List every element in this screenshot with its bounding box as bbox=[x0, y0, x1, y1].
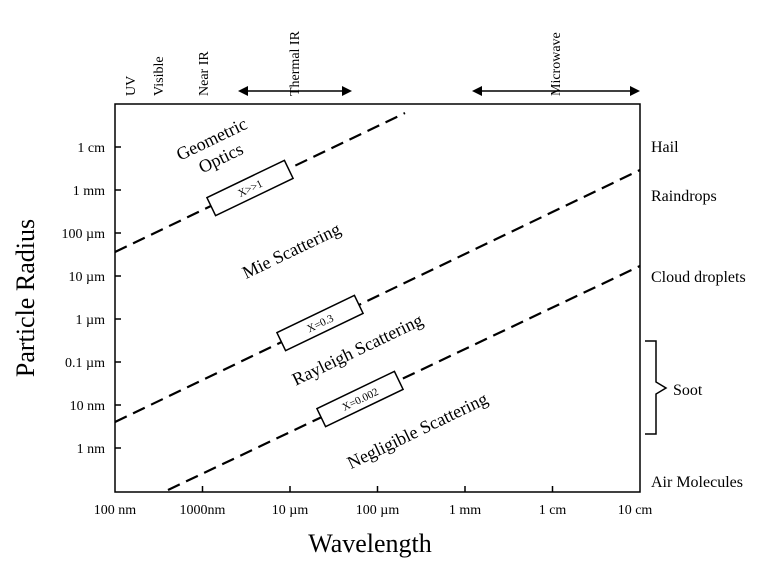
y-tick-label: 1 mm bbox=[73, 184, 105, 199]
y-tick-label: 1 µm bbox=[76, 313, 106, 328]
y-tick-label: 1 nm bbox=[77, 442, 106, 457]
y-tick-label: 100 µm bbox=[62, 227, 106, 242]
x-tick-label: 100 nm bbox=[94, 503, 137, 518]
thermal-ir-range-arrow bbox=[238, 86, 352, 96]
boundary-line-rayleigh-negligible bbox=[167, 265, 641, 491]
x-tick-label: 100 µm bbox=[356, 503, 400, 518]
x-tick-marks bbox=[201, 486, 554, 492]
x-axis-title: Wavelength bbox=[308, 529, 432, 558]
x-tick-label: 1 cm bbox=[539, 503, 567, 518]
band-label-near-ir: Near IR bbox=[197, 51, 212, 96]
size-parameter-box-small: X=0.002 bbox=[315, 370, 405, 428]
particle-label-hail: Hail bbox=[651, 139, 679, 156]
plot-frame bbox=[114, 103, 641, 493]
y-tick-label: 10 µm bbox=[69, 270, 106, 285]
x-tick-label: 1 mm bbox=[449, 503, 481, 518]
y-axis-title: Particle Radius bbox=[11, 219, 40, 377]
size-parameter-box-mid: X=0.3 bbox=[275, 294, 365, 352]
region-label-mie: Mie Scattering bbox=[239, 218, 344, 282]
size-parameter-box-large: X>>1 bbox=[205, 159, 295, 217]
y-tick-label: 10 nm bbox=[70, 399, 106, 414]
particle-label-soot: Soot bbox=[673, 382, 703, 399]
region-geometric-optics: Geometric Optics bbox=[173, 114, 250, 178]
band-label-thermal-ir: Thermal IR bbox=[288, 30, 303, 96]
y-tick-marks bbox=[115, 146, 121, 449]
x-tick-label: 10 cm bbox=[618, 503, 653, 518]
particle-label-cloud-droplets: Cloud droplets bbox=[651, 269, 746, 286]
y-tick-label: 0.1 µm bbox=[65, 356, 105, 371]
band-label-uv: UV bbox=[124, 76, 139, 96]
particle-label-air-molecules: Air Molecules bbox=[651, 474, 743, 491]
y-tick-label: 1 cm bbox=[77, 141, 105, 156]
band-label-visible: Visible bbox=[152, 56, 167, 96]
x-tick-label: 10 µm bbox=[272, 503, 309, 518]
band-label-microwave: Microwave bbox=[549, 32, 564, 96]
microwave-range-arrow bbox=[472, 86, 640, 96]
particle-label-raindrops: Raindrops bbox=[651, 188, 717, 205]
soot-bracket bbox=[645, 340, 668, 435]
boundary-line-mie-rayleigh bbox=[114, 169, 641, 423]
x-tick-label: 1000nm bbox=[180, 503, 226, 518]
